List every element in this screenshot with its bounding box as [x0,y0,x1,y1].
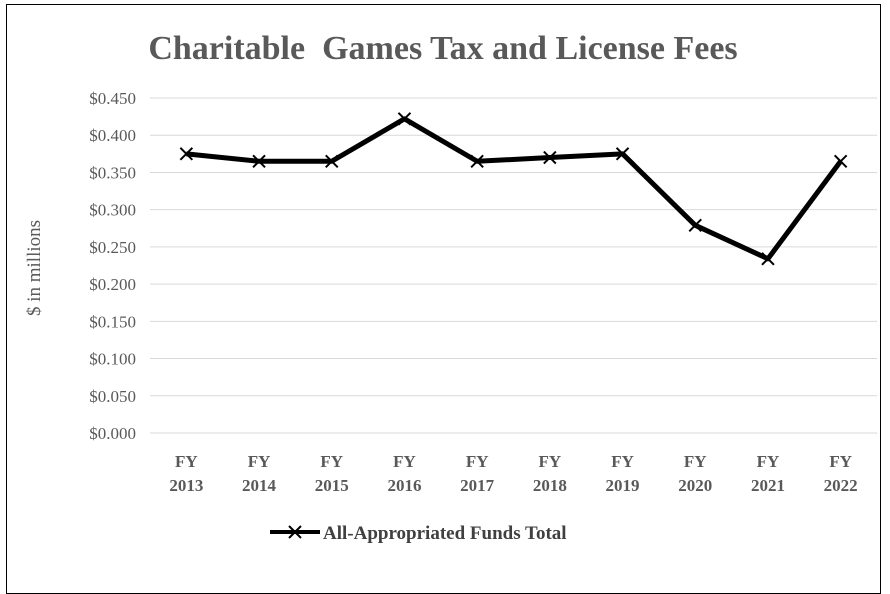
y-tick-label: $0.100 [89,350,136,369]
grid-lines [150,97,877,434]
legend-marker [288,525,302,539]
x-tick-label: 2015 [315,476,349,495]
data-point-marker [543,150,557,165]
data-point-marker [325,154,339,168]
series-line [186,116,843,262]
y-tick-label: $0.050 [89,387,136,406]
y-tick-label: $0.150 [89,312,136,331]
x-tick-label: 2021 [751,476,785,495]
legend-series-label: All-Appropriated Funds Total [323,523,567,544]
series-group [179,112,848,266]
x-tick-label: 2022 [824,476,858,495]
y-tick-label: $0.350 [89,163,136,182]
x-tick-label: 2014 [242,476,277,495]
x-tick-label: FY [829,452,852,471]
y-tick-label: $0.200 [89,275,136,294]
data-point-marker [761,252,775,266]
x-tick-label: FY [175,452,198,471]
x-tick-label: 2013 [169,476,203,495]
x-tick-label: 2018 [533,476,567,495]
data-point-marker [615,147,630,161]
y-axis-label: $ in millions [24,220,45,316]
x-tick-label: FY [393,452,416,471]
y-tick-label: $0.450 [89,89,136,108]
x-tick-label: FY [684,452,707,471]
x-tick-label: 2020 [678,476,712,495]
chart-title: Charitable Games Tax and License Fees [148,30,737,67]
y-tick-label: $0.400 [89,126,136,145]
x-tick-label: FY [320,452,343,471]
x-axis-ticks: FY 2013 FY 2014 FY 2015 FY 2016 FY 2017 FY 2018 FY 20… [169,452,857,495]
data-point-marker [397,112,412,126]
legend: All-Appropriated Funds Total [270,523,567,544]
y-tick-label: $0.300 [89,201,136,220]
x-tick-label: FY [466,452,489,471]
x-tick-label: 2019 [606,476,640,495]
x-tick-label: FY [248,452,271,471]
line-chart: Charitable Games Tax and License Fees $0… [24,30,877,544]
data-point-marker [470,154,484,168]
x-tick-label: FY [757,452,780,471]
y-tick-label: $0.250 [89,238,136,257]
x-tick-label: FY [539,452,562,471]
data-point-marker [688,218,702,233]
data-point-marker [833,154,848,168]
y-axis-ticks: $0.450 $0.400 $0.350 $0.300 $0.250 $0.200 $0.1… [89,89,136,443]
x-tick-label: FY [611,452,634,471]
data-point-marker [252,154,266,168]
y-tick-label: $0.000 [89,424,136,443]
x-tick-label: 2017 [460,476,495,495]
data-point-marker [179,147,194,161]
x-tick-label: 2016 [387,476,421,495]
